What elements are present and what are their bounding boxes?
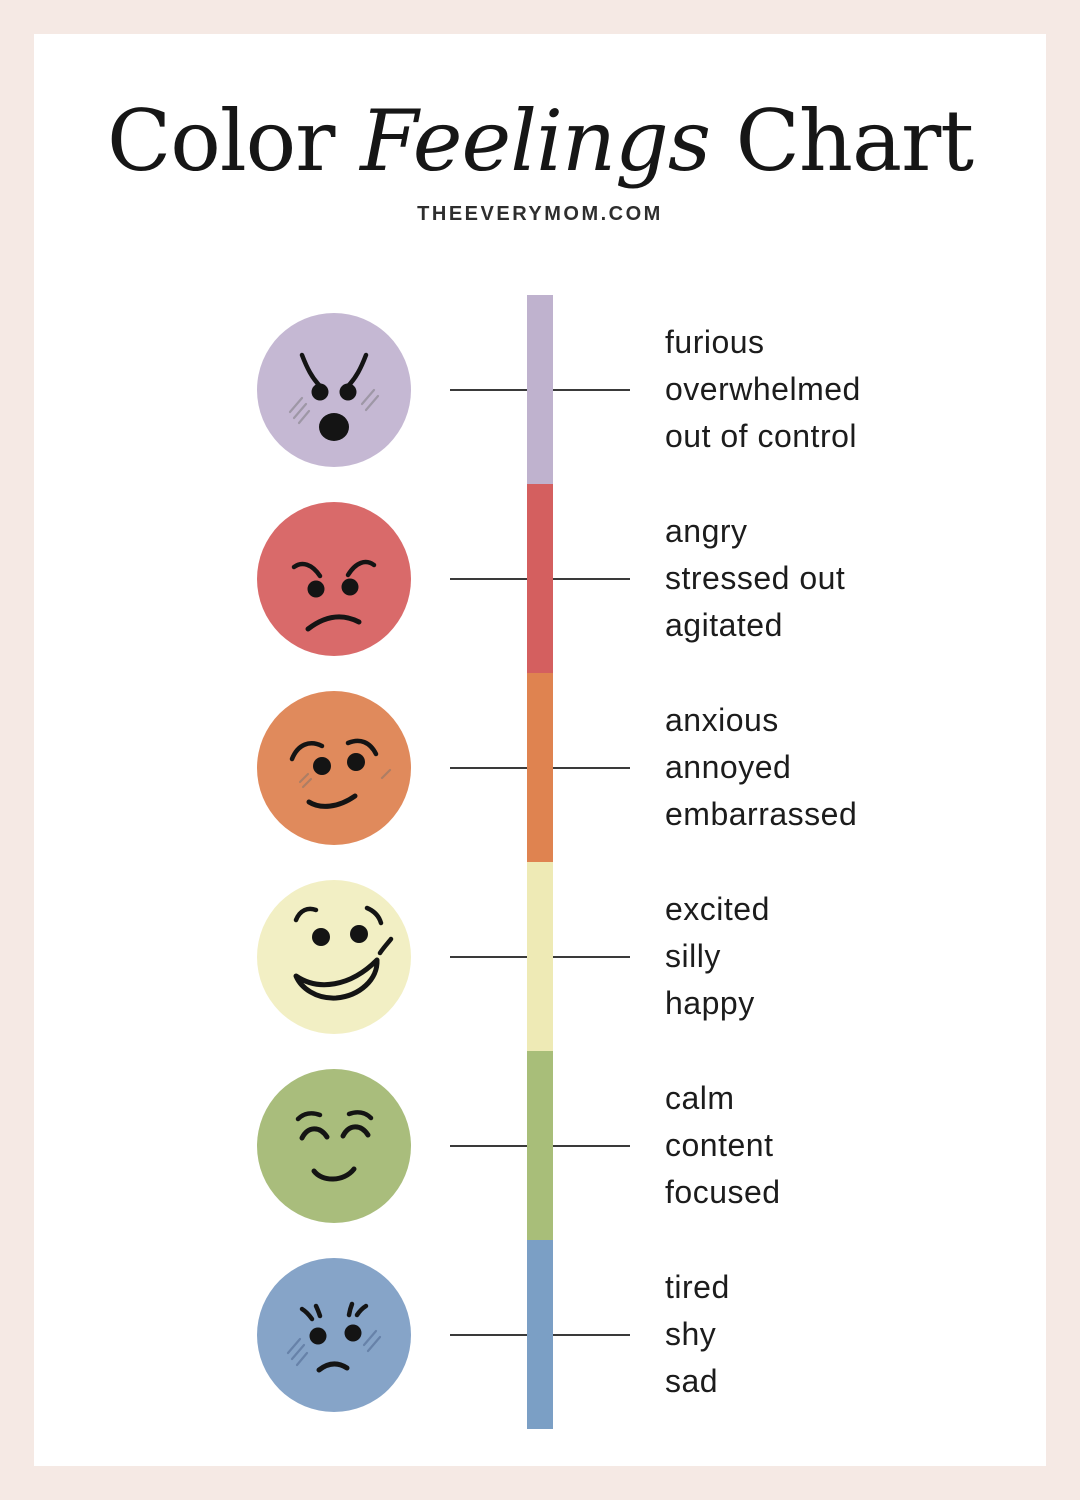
feelings-label-group: excited silly happy	[665, 886, 770, 1027]
feeling-label: tired	[665, 1269, 730, 1305]
title-word-feelings: Feelings	[360, 92, 711, 190]
feelings-label-group: anxious annoyed embarrassed	[665, 697, 857, 838]
color-scale-bar	[527, 295, 553, 1429]
feeling-label: focused	[665, 1174, 781, 1210]
feeling-label: overwhelmed	[665, 371, 861, 407]
face-excited-icon	[257, 880, 411, 1034]
header: Color Feelings Chart THEEVERYMOM.COM	[34, 96, 1046, 226]
feeling-label: out of control	[665, 418, 857, 454]
bar-segment-green	[527, 1051, 553, 1240]
feeling-label: stressed out	[665, 560, 846, 596]
bar-segment-blue	[527, 1240, 553, 1429]
face-angry-icon	[257, 502, 411, 656]
feeling-label: happy	[665, 985, 755, 1021]
feeling-label: agitated	[665, 607, 783, 643]
feeling-label: annoyed	[665, 749, 792, 785]
site-credit: THEEVERYMOM.COM	[417, 202, 663, 225]
feeling-label: excited	[665, 891, 770, 927]
face-anxious-icon	[257, 691, 411, 845]
bar-segment-purple	[527, 295, 553, 484]
feelings-label-group: angry stressed out agitated	[665, 508, 845, 649]
title-word-color: Color	[106, 92, 335, 190]
face-furious-icon	[257, 313, 411, 467]
feeling-label: anxious	[665, 702, 779, 738]
bar-segment-red	[527, 484, 553, 673]
feelings-label-group: calm content focused	[665, 1075, 781, 1216]
feelings-label-group: furious overwhelmed out of control	[665, 319, 861, 460]
feeling-label: sad	[665, 1363, 719, 1399]
feelings-label-group: tired shy sad	[665, 1264, 730, 1405]
feeling-label: embarrassed	[665, 796, 858, 832]
bar-segment-yellow	[527, 862, 553, 1051]
feeling-label: calm	[665, 1080, 735, 1116]
feeling-label: shy	[665, 1316, 717, 1352]
feeling-label: content	[665, 1127, 774, 1163]
face-calm-icon	[257, 1069, 411, 1223]
feeling-label: angry	[665, 513, 748, 549]
feeling-label: furious	[665, 324, 765, 360]
feeling-label: silly	[665, 938, 721, 974]
face-tired-icon	[257, 1258, 411, 1412]
page-title: Color Feelings Chart	[34, 96, 1046, 187]
bar-segment-orange	[527, 673, 553, 862]
title-word-chart: Chart	[735, 92, 974, 190]
